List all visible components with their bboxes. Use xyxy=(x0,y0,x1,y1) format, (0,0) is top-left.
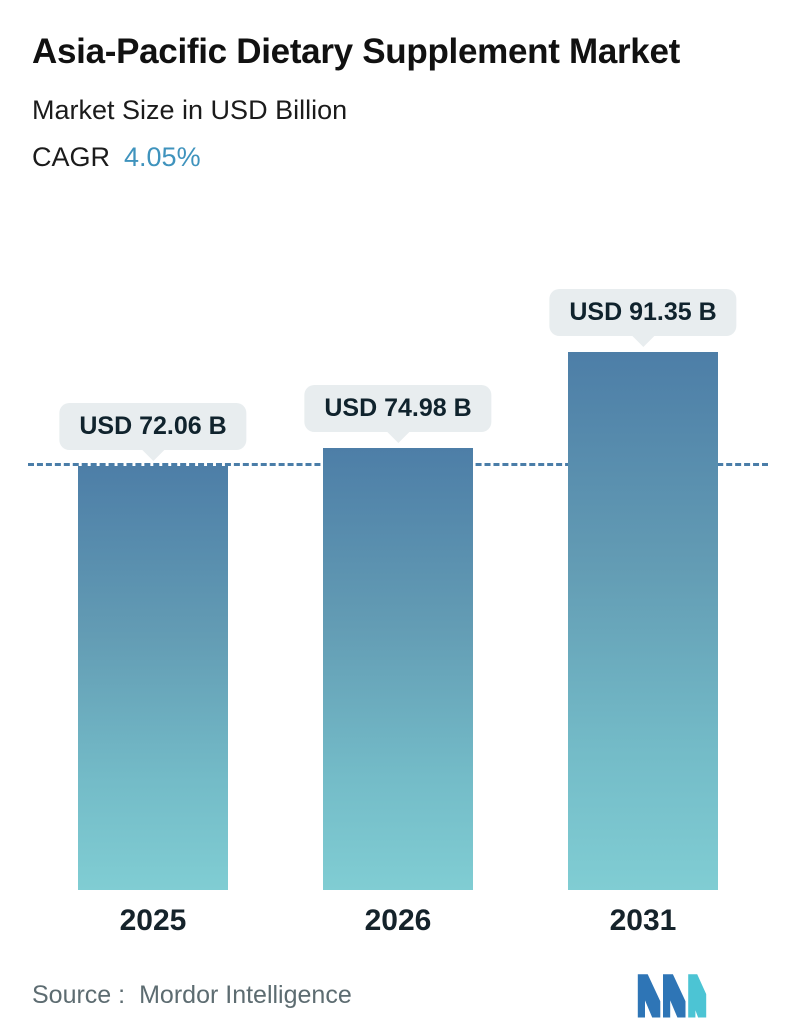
value-badge: USD 74.98 B xyxy=(304,385,492,432)
x-axis-label: 2026 xyxy=(364,904,432,937)
value-badge: USD 91.35 B xyxy=(549,289,737,336)
bar-group: USD 74.98 B 2026 xyxy=(304,280,492,937)
bars: USD 72.06 B 2025 USD 74.98 B 2026 USD 91… xyxy=(30,280,766,937)
bar xyxy=(78,466,228,890)
cagr-row: CAGR 4.05% xyxy=(32,142,764,173)
source-label: Source : xyxy=(32,980,126,1009)
bar xyxy=(568,352,718,890)
bar-group: USD 91.35 B 2031 xyxy=(549,280,737,937)
chart-title: Asia-Pacific Dietary Supplement Market xyxy=(32,32,680,71)
x-axis-label: 2031 xyxy=(609,904,677,937)
source-value: Mordor Intelligence xyxy=(139,980,352,1009)
cagr-value: 4.05% xyxy=(124,141,201,172)
bar-group: USD 72.06 B 2025 xyxy=(59,280,247,937)
bar xyxy=(323,448,473,890)
source-line: Source : Mordor Intelligence xyxy=(32,981,352,1010)
chart-header: Asia-Pacific Dietary Supplement Market M… xyxy=(0,0,796,173)
mordor-logo-icon xyxy=(636,972,708,1018)
x-axis-label: 2025 xyxy=(119,904,187,937)
bar-chart: USD 72.06 B 2025 USD 74.98 B 2026 USD 91… xyxy=(28,280,768,937)
value-badge: USD 72.06 B xyxy=(59,403,247,450)
chart-subtitle: Market Size in USD Billion xyxy=(32,94,348,125)
cagr-label: CAGR xyxy=(32,141,111,172)
footer: Source : Mordor Intelligence xyxy=(32,972,796,1018)
